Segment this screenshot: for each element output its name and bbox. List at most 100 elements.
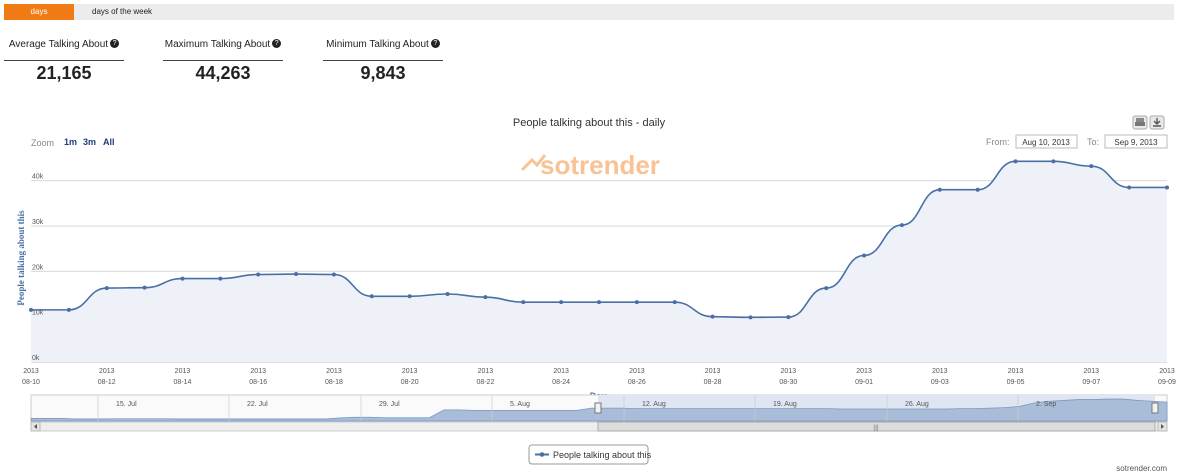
data-point[interactable] <box>407 294 412 299</box>
trend-logo-icon <box>520 154 547 172</box>
x-tick-label: 2013 <box>553 368 569 375</box>
to-date-input-box[interactable] <box>1104 134 1168 149</box>
navigator-scrollbar[interactable]: ||| <box>30 421 1168 432</box>
navigator-handle[interactable] <box>594 402 602 414</box>
stat-minimum: Minimum Talking About? 9,843 <box>323 38 443 83</box>
x-tick-label: 2013 <box>932 368 948 375</box>
download-icon <box>1153 118 1161 127</box>
data-point[interactable] <box>369 294 374 299</box>
x-tick-label: 2013 <box>705 368 721 375</box>
data-point[interactable] <box>331 272 336 277</box>
x-tick-label: 2013 <box>1159 368 1175 375</box>
from-date-input[interactable]: Aug 10, 2013 <box>1022 138 1070 147</box>
stat-minimum-value: 9,843 <box>360 63 406 83</box>
y-tick-label: 40k <box>32 174 44 181</box>
stat-maximum-label: Maximum Talking About <box>164 39 271 50</box>
data-point[interactable] <box>559 300 564 305</box>
range-navigator[interactable]: 15. Jul 22. Jul 29. Jul 5. Aug 12. Aug 19. Au… <box>30 394 1168 422</box>
legend-item-label: People talking about this <box>553 450 652 460</box>
help-icon[interactable]: ? <box>110 39 120 48</box>
stat-divider <box>323 60 443 61</box>
data-point[interactable] <box>824 286 829 291</box>
data-point[interactable] <box>634 300 639 305</box>
data-point[interactable] <box>29 307 33 312</box>
grip-icon: ||| <box>873 425 879 432</box>
footer-credit: sotrender.com <box>1116 464 1167 473</box>
navigator-tick-label: 22. Jul <box>247 401 268 408</box>
x-tick-label: 08-28 <box>704 379 722 386</box>
x-tick-label: 09-05 <box>1007 379 1025 386</box>
x-tick-label: 2013 <box>99 368 115 375</box>
print-button[interactable] <box>1132 115 1148 130</box>
data-point[interactable] <box>256 272 261 277</box>
navigator-tick-label: 29. Jul <box>379 401 400 408</box>
from-date-input-box[interactable] <box>1015 134 1078 149</box>
data-point[interactable] <box>66 307 71 312</box>
navigator-tick-label: 2. Sep <box>1036 401 1056 408</box>
data-point[interactable] <box>786 315 791 320</box>
zoom-3m-button[interactable]: 3m <box>83 137 96 147</box>
navigator-tick-label: 5. Aug <box>510 401 530 408</box>
x-tick-label: 09-03 <box>931 379 949 386</box>
data-point[interactable] <box>180 276 185 281</box>
tab-days-of-week[interactable]: days of the week <box>92 7 153 16</box>
x-tick-label: 09-01 <box>855 379 873 386</box>
tab-days[interactable]: days <box>4 4 74 20</box>
chart-svg: People talking about this - daily Zoom 1… <box>16 115 1176 465</box>
x-tick-label: 2013 <box>1083 368 1099 375</box>
x-tick-label: 2013 <box>1008 368 1024 375</box>
x-tick-label: 2013 <box>250 368 266 375</box>
x-tick-label: 08-12 <box>98 379 116 386</box>
x-tick-label: 2013 <box>23 368 39 375</box>
navigator-tick-label: 15. Jul <box>116 401 137 408</box>
tab-bar: days days of the week <box>4 4 1174 20</box>
data-point[interactable] <box>218 276 223 281</box>
watermark-text: sotrender <box>540 150 660 180</box>
y-axis-label: People talking about this <box>16 210 26 306</box>
zoom-label: Zoom <box>31 138 54 148</box>
data-point[interactable] <box>294 272 299 277</box>
data-point[interactable] <box>445 292 450 296</box>
legend[interactable]: People talking about this <box>528 444 652 465</box>
data-point[interactable] <box>597 300 601 305</box>
data-point[interactable] <box>1089 164 1094 169</box>
stat-divider <box>4 60 124 61</box>
data-point[interactable] <box>937 187 942 192</box>
navigator-tick-label: 19. Aug <box>773 401 797 408</box>
scrollbar-thumb[interactable] <box>597 421 1156 432</box>
help-icon[interactable]: ? <box>430 39 440 48</box>
x-tick-label: 2013 <box>478 368 494 375</box>
x-tick-label: 2013 <box>326 368 342 375</box>
x-tick-label: 08-18 <box>325 379 343 386</box>
x-tick-label: 2013 <box>175 368 191 375</box>
navigator-handle[interactable] <box>1151 402 1159 414</box>
to-date-input[interactable]: Sep 9, 2013 <box>1114 138 1158 147</box>
data-point[interactable] <box>862 253 867 258</box>
export-button[interactable] <box>1149 115 1165 130</box>
stat-divider <box>163 60 283 61</box>
data-point[interactable] <box>672 300 677 305</box>
data-point[interactable] <box>1165 185 1169 190</box>
y-tick-label: 30k <box>32 219 44 226</box>
data-point[interactable] <box>748 315 753 320</box>
data-point[interactable] <box>521 300 526 305</box>
x-tick-label: 08-10 <box>22 379 40 386</box>
data-point[interactable] <box>975 187 980 192</box>
x-tick-label: 08-26 <box>628 379 646 386</box>
y-tick-label: 20k <box>32 264 44 271</box>
data-point[interactable] <box>710 314 715 319</box>
zoom-1m-button[interactable]: 1m <box>64 137 77 147</box>
data-point[interactable] <box>142 285 147 290</box>
data-point[interactable] <box>483 295 488 300</box>
data-point[interactable] <box>1013 159 1018 164</box>
data-point[interactable] <box>104 286 109 291</box>
data-point[interactable] <box>1127 185 1132 190</box>
zoom-all-button[interactable]: All <box>103 137 115 147</box>
chart-title: People talking about this - daily <box>513 117 666 129</box>
navigator-tick-label: 26. Aug <box>905 401 929 408</box>
print-icon <box>1136 118 1144 122</box>
help-icon[interactable]: ? <box>272 39 282 48</box>
data-point[interactable] <box>899 223 904 228</box>
x-tick-label: 09-07 <box>1082 379 1100 386</box>
data-point[interactable] <box>1051 159 1056 164</box>
